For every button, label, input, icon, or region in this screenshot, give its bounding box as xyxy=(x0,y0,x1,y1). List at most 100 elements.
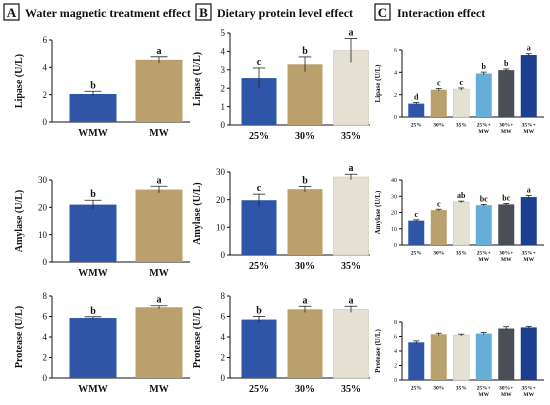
significance-letter: a xyxy=(349,28,354,39)
panel-a-letter-box xyxy=(3,3,20,21)
significance-letter: b xyxy=(90,306,96,317)
bar xyxy=(333,50,369,126)
y-tick-label: 4 xyxy=(221,47,226,57)
significance-letter: c xyxy=(257,183,262,194)
y-tick-label: 0 xyxy=(394,378,397,384)
x-tick-label: 30% xyxy=(295,261,315,272)
y-tick-label: 4 xyxy=(221,332,226,342)
significance-letter: c xyxy=(437,199,441,208)
y-tick-label: 5 xyxy=(221,28,226,38)
x-tick-label-line: 30%+ xyxy=(499,123,513,129)
x-tick-label-line: 30% xyxy=(295,131,315,142)
x-tick-label-line: 35% xyxy=(456,251,467,257)
y-tick-label: 30 xyxy=(391,194,397,200)
bar xyxy=(69,318,117,378)
y-tick-label: 6 xyxy=(43,35,48,45)
x-tick-label: 25% xyxy=(249,261,269,272)
bar xyxy=(475,73,492,117)
x-tick-label-line: MW xyxy=(523,392,534,398)
y-axis-label: Protease (U/L) xyxy=(374,329,382,373)
y-tick-label: 4 xyxy=(43,62,48,72)
bar xyxy=(333,309,369,379)
x-tick-label: 30%+ MW xyxy=(499,386,513,399)
significance-letter: bc xyxy=(502,194,510,203)
bar xyxy=(475,205,492,245)
x-tick-label-line: 35% xyxy=(341,131,361,142)
significance-letter: a xyxy=(157,295,162,306)
bar xyxy=(69,204,117,262)
x-tick-label: 35%+ MW xyxy=(522,251,536,264)
x-tick-label-line: MW xyxy=(501,129,512,135)
y-tick-label: 4 xyxy=(394,70,397,76)
panel-a-header: A Water magnetic treatment effect xyxy=(3,3,191,21)
bar xyxy=(408,220,425,245)
x-tick-label-line: WMW xyxy=(78,268,107,279)
bar xyxy=(520,327,537,380)
y-tick-label: 10 xyxy=(391,227,397,233)
y-tick-label: 20 xyxy=(216,195,226,205)
y-tick-label: 6 xyxy=(43,312,48,322)
chart-b-lipase: 0 1 2 3 4 5 Lipase (U/L) c 25% b 30% a 35% xyxy=(192,28,370,142)
chart-b-protease: 0 2 4 6 8 Protease (U/L) b 25% a 30% a 35% xyxy=(192,291,370,395)
y-axis-label: Amylase (U/L) xyxy=(14,190,25,253)
chart-a-lipase: 0 2 4 6 Lipase (U/L) b WMW a MW xyxy=(14,35,190,139)
significance-letter: b xyxy=(482,62,487,71)
y-tick-label: 6 xyxy=(394,335,397,341)
y-axis-label: Amylase (U/L) xyxy=(374,190,382,234)
significance-letter: c xyxy=(257,57,262,68)
y-tick-label: 10 xyxy=(216,222,226,232)
bar xyxy=(241,319,277,378)
x-tick-label-line: 35% xyxy=(341,261,361,272)
x-tick-label-line: 30%+ xyxy=(499,251,513,257)
significance-letter: a xyxy=(527,185,531,194)
x-tick-label: 35%+ MW xyxy=(522,386,536,399)
y-tick-label: 2 xyxy=(394,364,397,370)
x-tick-label-line: 25% xyxy=(411,386,422,392)
x-tick-label-line: 35% xyxy=(341,384,361,395)
chart-a-amylase: 0 10 20 30 Amylase (U/L) b WMW a MW xyxy=(14,175,190,279)
x-tick-label: 30% xyxy=(295,384,315,395)
bar xyxy=(287,64,323,125)
x-tick-label-line: 35%+ xyxy=(522,123,536,129)
x-tick-label-line: WMW xyxy=(78,384,107,395)
x-tick-label-line: MW xyxy=(523,129,534,135)
y-tick-label: 0 xyxy=(221,373,226,383)
y-tick-label: 30 xyxy=(38,175,48,185)
y-axis-label: Lipase (U/L) xyxy=(14,54,25,108)
bar xyxy=(408,103,425,117)
x-tick-label-line: 35%+ xyxy=(522,251,536,257)
x-tick-label: 30%+ MW xyxy=(499,251,513,264)
x-tick-label-line: 25%+ xyxy=(477,123,491,129)
chart-a-protease: 0 2 4 6 8 Protease (U/L) b WMW a MW xyxy=(14,291,190,395)
y-tick-label: 30 xyxy=(216,167,226,177)
y-tick-label: 1 xyxy=(221,102,226,112)
y-tick-label: 8 xyxy=(394,320,397,326)
y-tick-label: 2 xyxy=(221,353,226,363)
x-tick-label: 30%+ MW xyxy=(499,123,513,136)
y-tick-label: 0 xyxy=(221,120,226,130)
y-axis-label: Protease (U/L) xyxy=(192,306,203,368)
significance-letter: c xyxy=(459,78,463,87)
x-tick-label: 35% xyxy=(456,251,467,257)
y-tick-label: 6 xyxy=(394,48,397,54)
x-tick-label-line: MW xyxy=(149,268,168,279)
panel-b-header: B Dietary protein level effect xyxy=(195,3,353,21)
x-tick-label: 25%+ MW xyxy=(477,123,491,136)
x-tick-label: 30% xyxy=(433,123,444,129)
significance-letter: b xyxy=(256,306,262,317)
bar xyxy=(69,93,117,122)
bar xyxy=(498,70,515,117)
x-tick-label-line: 25% xyxy=(249,261,269,272)
x-tick-label-line: 30%+ xyxy=(499,386,513,392)
significance-letter: a xyxy=(349,163,354,174)
significance-letter: c xyxy=(414,210,418,219)
x-tick-label: 35% xyxy=(456,123,467,129)
x-tick-label: 30% xyxy=(295,131,315,142)
y-tick-label: 2 xyxy=(43,353,48,363)
bar xyxy=(135,189,183,262)
panel-a-title: Water magnetic treatment effect xyxy=(25,6,191,20)
bar xyxy=(520,197,537,245)
y-tick-label: 20 xyxy=(38,202,48,212)
chart-c-amylase: 0 10 20 30 40 Amylase (U/L) c 25% c 30% ab 35% bc 25%… xyxy=(374,178,544,263)
